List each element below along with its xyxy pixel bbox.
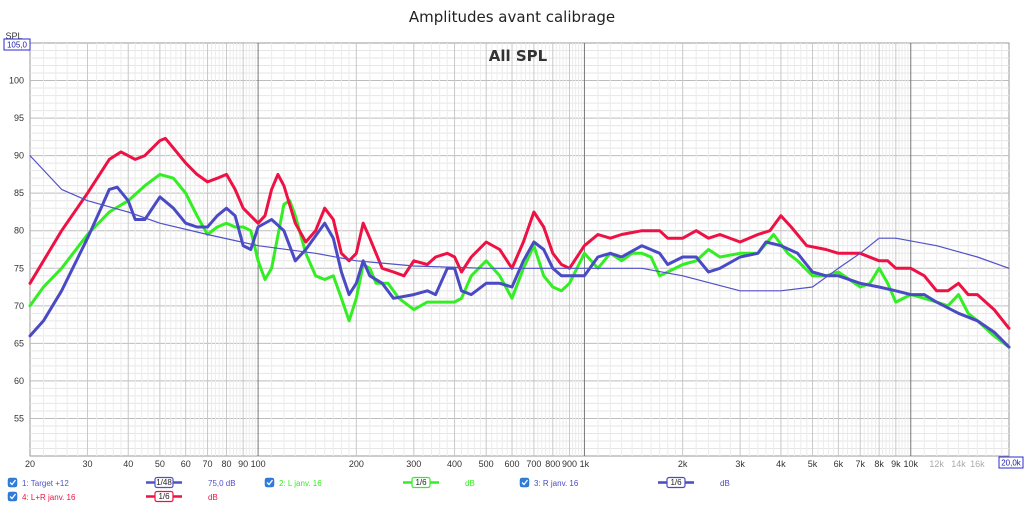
y-top-box[interactable]: 105,0: [3, 38, 31, 51]
legend-label: 4: L+R janv. 16: [22, 493, 76, 502]
legend-checkbox[interactable]: [519, 477, 530, 488]
legend-item-2: 2: L janv. 16 1/6 dB: [264, 476, 475, 489]
y-tick-label: 95: [14, 113, 24, 123]
y-axis-label: SPL: [5, 31, 22, 41]
x-tick-label: 8k: [874, 459, 884, 469]
x-tick-label: 200: [349, 459, 364, 469]
x-tick-label: 100: [251, 459, 266, 469]
x-tick-label: 70: [203, 459, 213, 469]
x-tick-label: 900: [562, 459, 577, 469]
legend-label: 1: Target +12: [22, 479, 69, 488]
x-tick-label: 2k: [678, 459, 688, 469]
svg-text:105,0: 105,0: [7, 41, 28, 50]
x-end-box[interactable]: 20,0k: [998, 456, 1024, 469]
legend: 1: Target +12 1/48 75,0 dB 2: L janv. 16 1/6…: [7, 476, 730, 503]
y-tick-label: 55: [14, 413, 24, 423]
legend-checkbox[interactable]: [7, 491, 18, 502]
smoothing-selector[interactable]: 1/6: [146, 490, 182, 503]
y-tick-label: 90: [14, 151, 24, 161]
smoothing-selector[interactable]: 1/6: [658, 476, 694, 489]
x-tick-label: 12k: [929, 459, 944, 469]
legend-checkbox[interactable]: [264, 477, 275, 488]
y-tick-label: 100: [9, 76, 24, 86]
smoothing-selector[interactable]: 1/6: [403, 476, 439, 489]
legend-label: 3: R janv. 16: [534, 479, 579, 488]
x-tick-label: 3k: [735, 459, 745, 469]
x-tick-label: 6k: [834, 459, 844, 469]
smoothing-label: 1/48: [156, 478, 172, 487]
series-line-1: [29, 155, 1010, 292]
legend-item-1: 1: Target +12 1/48 75,0 dB: [7, 476, 236, 489]
y-tick-label: 80: [14, 226, 24, 236]
x-tick-label: 1k: [580, 459, 590, 469]
x-tick-label: 80: [221, 459, 231, 469]
x-tick-label: 90: [238, 459, 248, 469]
legend-label: 2: L janv. 16: [279, 479, 322, 488]
x-tick-label: 700: [526, 459, 541, 469]
smoothing-label: 1/6: [415, 478, 427, 487]
y-tick-label: 75: [14, 263, 24, 273]
legend-value: dB: [208, 493, 218, 502]
x-tick-label: 500: [479, 459, 494, 469]
legend-value: dB: [720, 479, 730, 488]
y-tick-label: 85: [14, 188, 24, 198]
chart-title: Amplitudes avant calibrage: [409, 8, 615, 26]
x-axis-ticks: 20 30 40 50 60 70 80 90 100 200 300 400 500 600 700 800…: [25, 459, 985, 469]
series-group: [28, 136, 1011, 349]
x-tick-label: 400: [447, 459, 462, 469]
y-tick-label: 65: [14, 338, 24, 348]
x-tick-label: 9k: [891, 459, 901, 469]
smoothing-label: 1/6: [670, 478, 682, 487]
x-tick-label: 60: [181, 459, 191, 469]
x-tick-label: 800: [545, 459, 560, 469]
svg-text:20,0k: 20,0k: [1001, 459, 1022, 468]
y-tick-label: 60: [14, 376, 24, 386]
x-tick-label: 16k: [970, 459, 985, 469]
x-tick-label: 300: [406, 459, 421, 469]
x-tick-label: 10k: [904, 459, 919, 469]
series-line-3: [28, 185, 1011, 349]
x-tick-label: 30: [82, 459, 92, 469]
legend-value: 75,0 dB: [208, 479, 236, 488]
chart-subtitle: All SPL: [489, 47, 548, 65]
x-tick-label: 20: [25, 459, 35, 469]
x-tick-label: 14k: [951, 459, 966, 469]
x-tick-label: 4k: [776, 459, 786, 469]
legend-item-4: 4: L+R janv. 16 1/6 dB: [7, 490, 218, 503]
y-axis-ticks: 55 60 65 70 75 80 85 90 95 100: [9, 76, 24, 424]
legend-value: dB: [465, 479, 475, 488]
x-tick-label: 7k: [855, 459, 865, 469]
legend-item-3: 3: R janv. 16 1/6 dB: [519, 476, 730, 489]
x-tick-label: 50: [155, 459, 165, 469]
x-tick-label: 600: [505, 459, 520, 469]
y-tick-label: 70: [14, 301, 24, 311]
smoothing-label: 1/6: [158, 492, 170, 501]
legend-checkbox[interactable]: [7, 477, 18, 488]
x-tick-label: 5k: [808, 459, 818, 469]
x-tick-label: 40: [123, 459, 133, 469]
smoothing-selector[interactable]: 1/48: [146, 476, 182, 489]
series-line-4: [28, 136, 1011, 330]
